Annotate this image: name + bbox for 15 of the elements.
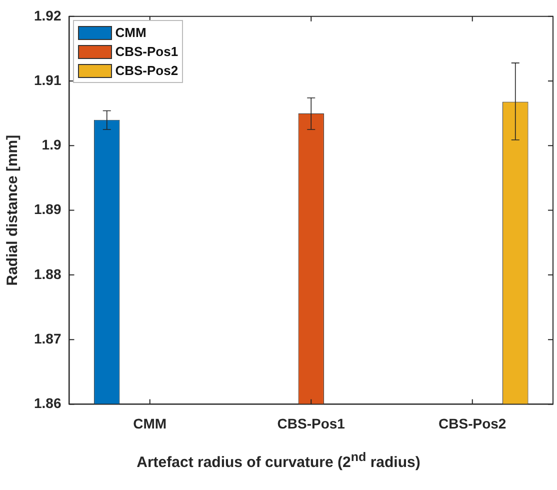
y-tick-label: 1.91 — [34, 72, 62, 88]
y-tick-label: 1.88 — [34, 266, 62, 282]
x-axis-title: Artefact radius of curvature (2$^{nd}$ radius) — [136, 450, 422, 471]
legend-label: CBS-Pos2 — [115, 63, 178, 78]
legend-label: CBS-Pos1 — [115, 44, 178, 60]
y-tick-label: 1.87 — [34, 330, 62, 346]
y-tick-label: 1.9 — [42, 136, 62, 153]
x-tick-label: CBS-Pos2 — [438, 415, 506, 432]
y-axis-title: Radial distance [mm] — [4, 134, 22, 286]
x-tick-label: CMM — [133, 415, 167, 432]
y-tick-label: 1.86 — [34, 395, 62, 412]
legend-label: CMM — [115, 25, 146, 40]
y-tick-label: 1.92 — [34, 7, 62, 24]
y-tick-label: 1.89 — [34, 201, 62, 218]
x-tick-label: CBS-Pos1 — [277, 415, 346, 432]
